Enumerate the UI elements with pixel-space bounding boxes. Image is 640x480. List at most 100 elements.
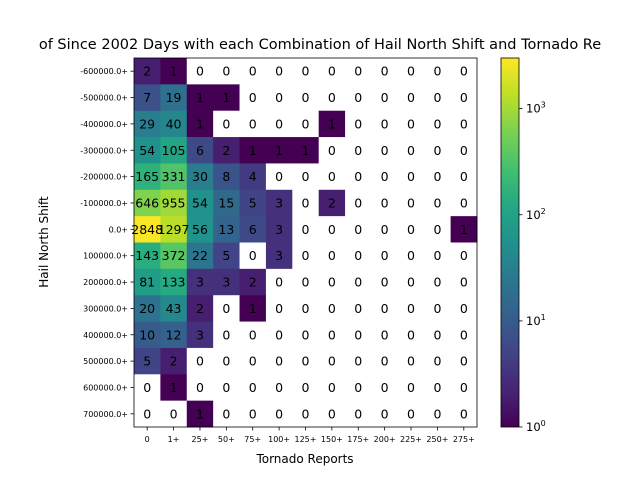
cell-value-label: 0 — [222, 116, 230, 131]
heatmap-cell — [265, 137, 293, 164]
heatmap-cell — [134, 295, 161, 322]
heatmap-cell — [265, 295, 293, 322]
cell-value-label: 0 — [460, 327, 468, 342]
heatmap-cell — [213, 216, 240, 243]
cell-value-label: 2 — [328, 195, 336, 210]
heatmap-cell — [318, 268, 346, 296]
cell-value-label: 2 — [222, 143, 230, 158]
heatmap-cell — [213, 347, 240, 375]
heatmap-cell — [213, 374, 240, 402]
cell-value-label: 0 — [328, 327, 336, 342]
cell-value-label: 0 — [302, 406, 310, 421]
heatmap-cell — [345, 321, 372, 349]
x-tick-label: 1+ — [168, 435, 180, 444]
cell-value-label: 0 — [249, 380, 257, 395]
heatmap-cell — [213, 163, 240, 191]
cell-value-label: 0 — [460, 275, 468, 290]
cell-value-label: 0 — [381, 380, 389, 395]
heatmap-cell — [424, 347, 452, 375]
heatmap-cell — [265, 84, 293, 112]
cell-value-label: 0 — [433, 90, 441, 105]
cell-value-label: 0 — [275, 380, 283, 395]
heatmap-cell — [292, 189, 320, 217]
cell-value-label: 0 — [328, 64, 336, 79]
heatmap-cell — [213, 321, 240, 349]
cell-value-label: 0 — [407, 90, 415, 105]
cell-value-label: 0 — [170, 406, 178, 421]
cell-value-label: 19 — [166, 90, 182, 105]
heatmap-cell — [345, 84, 372, 112]
heatmap-cell — [424, 321, 452, 349]
heatmap-cell — [186, 374, 214, 402]
heatmap-cell — [318, 58, 346, 85]
cell-value-label: 0 — [275, 169, 283, 184]
cell-value-label: 0 — [328, 354, 336, 369]
heatmap-cell — [371, 242, 399, 270]
heatmap-cell — [450, 84, 478, 112]
cell-value-label: 3 — [275, 222, 283, 237]
heatmap-cell — [397, 400, 425, 428]
heatmap-cell — [345, 189, 372, 217]
heatmap-cell — [371, 268, 399, 296]
cell-value-label: 0 — [354, 143, 362, 158]
cell-value-label: 1 — [196, 406, 204, 421]
cell-value-label: 0 — [407, 143, 415, 158]
heatmap-cell — [371, 400, 399, 428]
cell-value-label: 0 — [302, 327, 310, 342]
colorbar-tick-label: 101 — [526, 313, 546, 328]
cell-value-label: 3 — [196, 275, 204, 290]
y-tick-label: 300000.0+ — [83, 304, 128, 313]
heatmap-cell — [318, 374, 346, 402]
cell-value-label: 2 — [143, 64, 151, 79]
cell-value-label: 29 — [139, 116, 155, 131]
heatmap-cell — [371, 321, 399, 349]
chart-title: of Since 2002 Days with each Combination… — [39, 37, 601, 53]
heatmap-cell — [371, 189, 399, 217]
heatmap-cell — [345, 295, 372, 322]
cell-value-label: 1 — [196, 90, 204, 105]
heatmap-cell — [265, 189, 293, 217]
heatmap-cell — [345, 137, 372, 164]
cell-value-label: 0 — [460, 354, 468, 369]
heatmap-cell — [371, 110, 399, 138]
y-tick-label: 200000.0+ — [83, 278, 128, 287]
heatmap-cell — [186, 110, 214, 138]
x-tick-label: 0 — [145, 435, 150, 444]
heatmap-cell — [160, 137, 188, 164]
cell-value-label: 0 — [222, 64, 230, 79]
cell-value-label: 0 — [433, 169, 441, 184]
heatmap-cell — [292, 84, 320, 112]
heatmap-cell — [292, 110, 320, 138]
cell-value-label: 0 — [354, 64, 362, 79]
cell-value-label: 0 — [196, 380, 204, 395]
heatmap-cell — [160, 374, 188, 402]
cell-value-label: 0 — [381, 90, 389, 105]
cell-value-label: 0 — [275, 301, 283, 316]
cell-value-label: 646 — [135, 195, 159, 210]
cell-value-label: 0 — [381, 116, 389, 131]
cell-value-label: 1 — [170, 64, 178, 79]
heatmap-cell — [424, 58, 452, 85]
heatmap-cell — [239, 321, 267, 349]
cell-value-label: 0 — [275, 327, 283, 342]
heatmap-cell — [213, 242, 240, 270]
heatmap-cell — [239, 189, 267, 217]
heatmap-cell — [397, 374, 425, 402]
heatmap-cell — [213, 268, 240, 296]
heatmap-cell — [345, 110, 372, 138]
heatmap-cell — [265, 163, 293, 191]
y-tick-label: 600000.0+ — [83, 383, 128, 392]
cell-value-label: 0 — [275, 275, 283, 290]
heatmap-cell — [292, 163, 320, 191]
heatmap-cell — [450, 242, 478, 270]
heatmap-cells — [134, 58, 478, 428]
cell-value-label: 0 — [354, 327, 362, 342]
heatmap-cell — [345, 58, 372, 85]
heatmap-cell — [213, 84, 240, 112]
heatmap-cell — [397, 189, 425, 217]
heatmap-cell — [134, 268, 161, 296]
heatmap-cell — [318, 400, 346, 428]
heatmap-cell — [345, 400, 372, 428]
heatmap-cell — [450, 189, 478, 217]
cell-value-label: 0 — [222, 354, 230, 369]
